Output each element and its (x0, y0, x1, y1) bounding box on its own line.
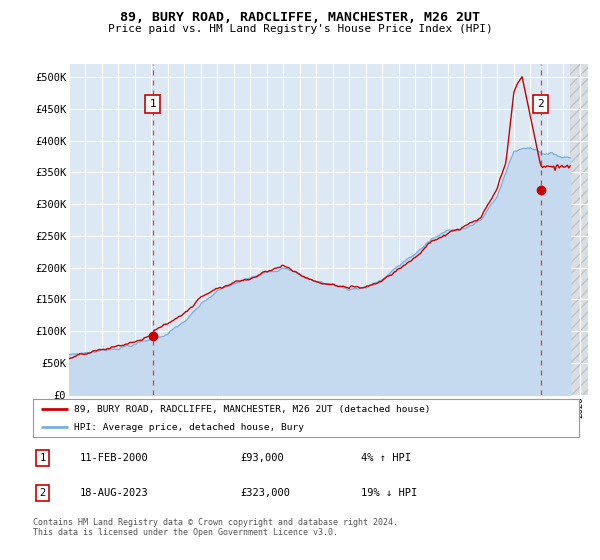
Text: 11-FEB-2000: 11-FEB-2000 (79, 453, 148, 463)
Text: 2: 2 (40, 488, 46, 498)
Text: 1: 1 (149, 99, 156, 109)
Text: 1: 1 (40, 453, 46, 463)
Bar (570, 64, 588, 395)
Text: Price paid vs. HM Land Registry's House Price Index (HPI): Price paid vs. HM Land Registry's House … (107, 24, 493, 34)
Text: 19% ↓ HPI: 19% ↓ HPI (361, 488, 417, 498)
Text: 89, BURY ROAD, RADCLIFFE, MANCHESTER, M26 2UT: 89, BURY ROAD, RADCLIFFE, MANCHESTER, M2… (120, 11, 480, 24)
Text: 18-AUG-2023: 18-AUG-2023 (79, 488, 148, 498)
Text: 89, BURY ROAD, RADCLIFFE, MANCHESTER, M26 2UT (detached house): 89, BURY ROAD, RADCLIFFE, MANCHESTER, M2… (74, 405, 430, 414)
Text: £93,000: £93,000 (241, 453, 284, 463)
Text: HPI: Average price, detached house, Bury: HPI: Average price, detached house, Bury (74, 423, 304, 432)
Bar (570, 64, 588, 395)
Text: Contains HM Land Registry data © Crown copyright and database right 2024.
This d: Contains HM Land Registry data © Crown c… (33, 518, 398, 538)
Text: 4% ↑ HPI: 4% ↑ HPI (361, 453, 410, 463)
Text: £323,000: £323,000 (241, 488, 290, 498)
FancyBboxPatch shape (33, 399, 579, 437)
Text: 2: 2 (538, 99, 544, 109)
